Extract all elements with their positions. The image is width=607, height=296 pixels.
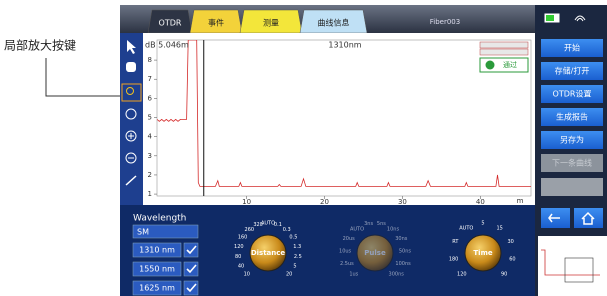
knob-scale-label: 3ns: [364, 221, 373, 227]
y-tick-label: 1: [148, 190, 152, 198]
knob-scale-label: 30ns: [395, 236, 408, 242]
y-tick-label: 8: [148, 56, 152, 64]
pan-tool[interactable]: [126, 62, 136, 72]
knob-scale-label: 50ns: [399, 248, 412, 254]
knob-name: Time: [473, 249, 492, 257]
y-tick-label: 4: [148, 133, 153, 141]
wavelength-option-label: 1625 nm: [139, 284, 175, 293]
knob-name: Pulse: [364, 249, 386, 257]
knob-scale-label: 0.1: [274, 222, 282, 228]
knob-scale-label: 120: [234, 244, 244, 250]
knob-scale-label: 90: [501, 272, 507, 278]
pass-icon: [486, 61, 495, 70]
x-unit: m: [517, 197, 524, 205]
knob-scale-label: 2.5us: [340, 261, 354, 267]
knob-scale-label: 5ns: [377, 221, 386, 227]
knob-scale-label: 100ns: [395, 261, 411, 267]
knob-scale-label: 10us: [339, 248, 352, 254]
y-tick-label: 2: [148, 171, 152, 179]
y-tick-label: 3: [148, 152, 152, 160]
checkbox[interactable]: [184, 262, 198, 276]
x-tick-label: 40: [476, 198, 485, 206]
menu-label: 存储/打开: [555, 66, 590, 76]
knob-scale-label: 60: [509, 256, 515, 262]
wavelength-option-label: 1550 nm: [139, 265, 175, 274]
graph-wavelength: 1310nm: [328, 41, 361, 50]
screenshot: 局部放大按键 OTDR 事件 测量 曲线信息 Fiber003 1 2 3 4 5 6 7 8 10 2…: [0, 0, 607, 296]
file-name: Fiber003: [430, 18, 460, 26]
knob-scale-label: 40: [238, 264, 244, 270]
tab-label: 事件: [208, 18, 224, 28]
knob-scale-label: 5: [293, 264, 296, 270]
cursor-label: dB 5.046m: [145, 41, 189, 50]
knob-scale-label: 180: [449, 256, 459, 262]
checkbox[interactable]: [184, 243, 198, 257]
knob-scale-label: 300ns: [389, 272, 405, 278]
knob-scale-label: 10: [244, 272, 250, 278]
knob-scale-label: 5: [481, 221, 484, 227]
checkbox[interactable]: [184, 281, 198, 295]
knob-scale-label: 160: [238, 235, 248, 241]
menu-label: OTDR设置: [553, 89, 592, 99]
tab-label: 曲线信息: [318, 18, 350, 28]
knob-scale-label: 15: [497, 226, 503, 232]
wavelength-option-label: 1310 nm: [139, 246, 175, 255]
info-box: [480, 49, 528, 55]
wavelength-options: 1310 nm 1550 nm 1625 nm: [133, 243, 198, 295]
knob-scale-label: 10ns: [387, 227, 400, 233]
menu-label: 下一条曲线: [552, 158, 592, 168]
home-button[interactable]: [574, 208, 603, 228]
annotation: 局部放大按键: [4, 38, 76, 53]
knob-scale-label: 20: [286, 272, 292, 278]
wavelength-title: Wavelength: [133, 214, 186, 224]
knob-scale-label: 0.3: [283, 227, 291, 233]
tabs: OTDR 事件 测量 曲线信息: [148, 10, 367, 33]
knob-scale-label: 20us: [343, 236, 356, 242]
thumbnail[interactable]: [538, 236, 607, 296]
knob-scale-label: 30: [508, 239, 514, 245]
knob-scale-label: AUTO: [459, 226, 473, 232]
tab-label: 测量: [263, 19, 279, 28]
knob-scale-label: AUTO: [350, 227, 364, 233]
x-tick-label: 30: [398, 198, 407, 206]
menu-label: 生成报告: [556, 112, 588, 122]
x-tick-label: 10: [242, 198, 251, 206]
knob-scale-label: 120: [457, 272, 467, 278]
knob-scale-label: 1us: [349, 272, 358, 278]
knob-scale-label: RT: [452, 239, 459, 245]
x-tick-label: 20: [320, 198, 329, 206]
knob-scale-label: 0.5: [289, 235, 297, 241]
knob-scale-label: 2.5: [294, 254, 302, 260]
y-tick-label: 7: [148, 75, 152, 83]
annotation-leader: [46, 58, 122, 96]
knob-scale-label: 1.3: [293, 244, 301, 250]
battery-level: [546, 15, 554, 21]
graph-area: [143, 33, 535, 205]
menu-label: 另存为: [560, 135, 584, 145]
pass-label: 通过: [503, 60, 517, 69]
blank-button: [541, 178, 603, 196]
knob-scale-label: 80: [235, 254, 241, 260]
menu-label: 开始: [564, 43, 580, 53]
mode-value: SM: [137, 228, 149, 237]
info-box: [480, 42, 528, 48]
y-tick-label: 5: [148, 114, 152, 122]
knob-name: Distance: [251, 249, 286, 257]
tab-label: OTDR: [159, 19, 182, 28]
y-tick-label: 6: [148, 94, 153, 102]
